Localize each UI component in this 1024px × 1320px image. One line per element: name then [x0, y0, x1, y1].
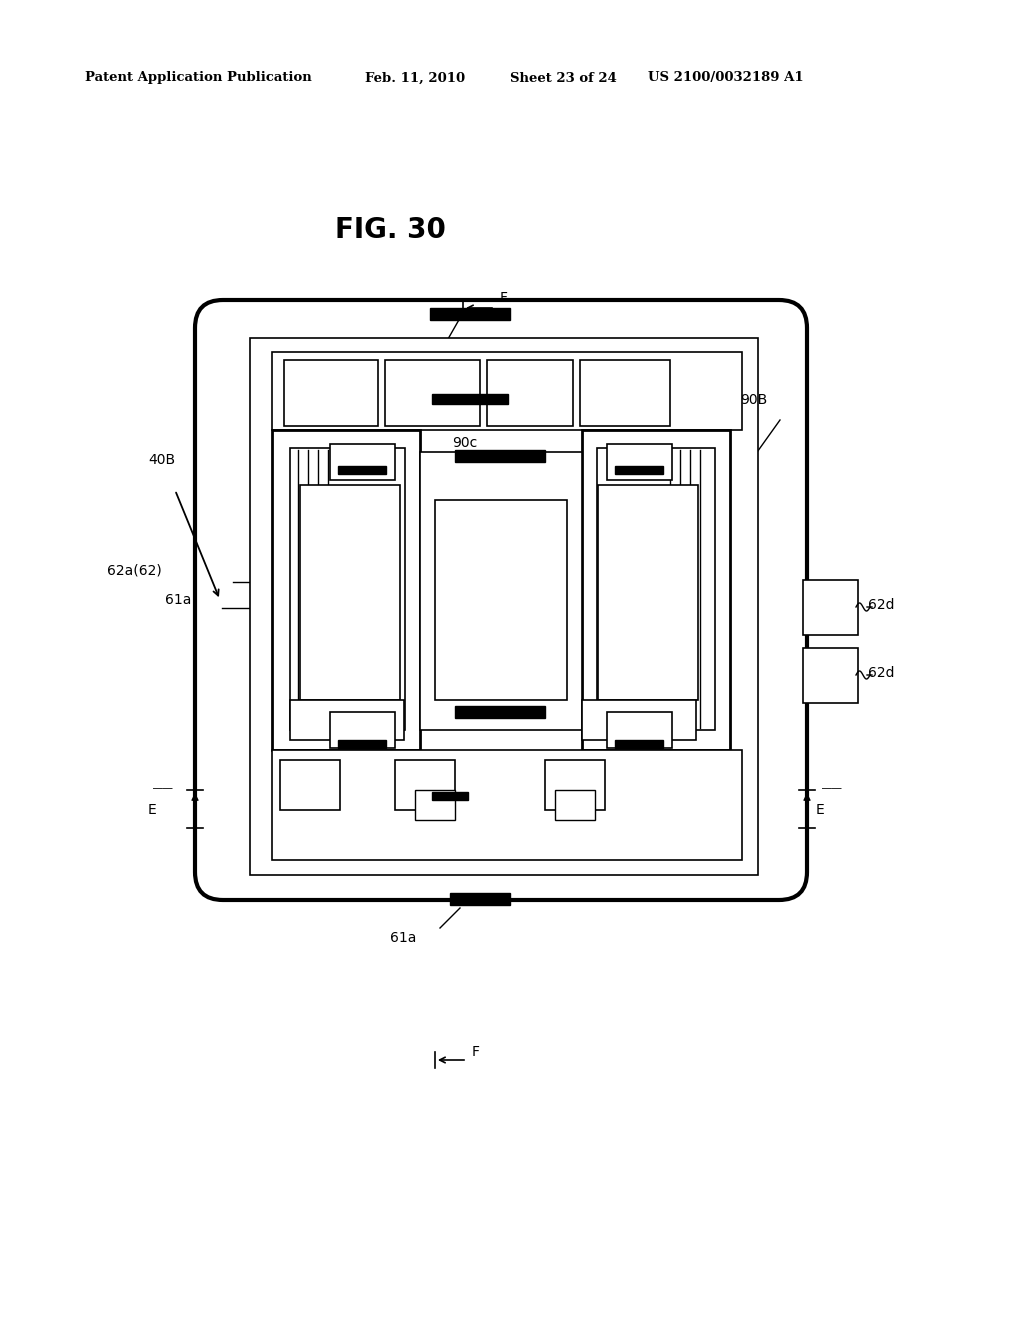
Bar — [272, 750, 742, 861]
Bar — [450, 894, 510, 906]
Text: 80: 80 — [423, 465, 440, 478]
Text: 50A: 50A — [508, 465, 535, 478]
Bar — [280, 760, 340, 810]
Text: 90c: 90c — [452, 436, 477, 450]
Bar — [272, 430, 420, 750]
Text: E: E — [816, 803, 824, 817]
Bar — [300, 484, 400, 700]
Bar — [607, 711, 672, 748]
Bar — [432, 393, 508, 404]
Bar — [597, 447, 715, 730]
Bar — [803, 648, 858, 704]
Text: 90B: 90B — [740, 393, 767, 407]
Text: ――: ―― — [154, 783, 173, 793]
Text: 62d: 62d — [868, 598, 895, 612]
Bar — [272, 352, 742, 430]
Bar — [290, 700, 404, 741]
Text: 61b: 61b — [368, 424, 394, 438]
Bar — [435, 500, 567, 700]
Bar — [607, 444, 672, 480]
Bar — [432, 792, 468, 800]
Text: 51: 51 — [626, 535, 644, 549]
Text: 62a(62): 62a(62) — [106, 564, 162, 577]
Text: US 2100/0032189 A1: US 2100/0032189 A1 — [648, 71, 804, 84]
Bar — [615, 466, 663, 474]
Bar — [338, 741, 386, 748]
Bar — [455, 450, 545, 462]
Bar — [330, 444, 395, 480]
Bar — [545, 760, 605, 810]
Text: 52d: 52d — [297, 832, 324, 845]
Bar — [598, 484, 698, 700]
Text: Feb. 11, 2010: Feb. 11, 2010 — [365, 71, 465, 84]
Text: E: E — [148, 803, 157, 817]
FancyBboxPatch shape — [195, 300, 807, 900]
Bar — [290, 447, 406, 730]
Bar — [430, 308, 510, 319]
Text: 61a: 61a — [165, 593, 191, 607]
Text: FIG. 30: FIG. 30 — [335, 216, 445, 244]
Bar — [420, 451, 582, 730]
Bar — [580, 360, 670, 426]
Bar — [415, 789, 455, 820]
Bar — [330, 711, 395, 748]
Text: 40B: 40B — [148, 453, 175, 467]
Bar — [385, 360, 480, 426]
Text: 60A: 60A — [293, 414, 321, 428]
Bar — [555, 789, 595, 820]
Text: Patent Application Publication: Patent Application Publication — [85, 71, 311, 84]
Text: 62c: 62c — [280, 465, 305, 478]
Bar — [284, 360, 378, 426]
Text: F: F — [500, 290, 508, 305]
Text: 62b(62): 62b(62) — [385, 364, 440, 378]
Text: ――: ―― — [822, 783, 842, 793]
Bar — [582, 430, 730, 750]
Text: 62d: 62d — [868, 667, 895, 680]
Text: Sheet 23 of 24: Sheet 23 of 24 — [510, 71, 616, 84]
Text: 61a: 61a — [390, 931, 417, 945]
Bar — [455, 706, 545, 718]
Text: F: F — [472, 1045, 480, 1059]
Bar — [395, 760, 455, 810]
Bar — [250, 338, 758, 875]
Bar — [803, 579, 858, 635]
Bar — [338, 466, 386, 474]
Text: 52c: 52c — [318, 465, 343, 478]
Bar — [487, 360, 573, 426]
Bar — [615, 741, 663, 748]
Text: 52: 52 — [626, 553, 643, 568]
Bar — [582, 700, 696, 741]
